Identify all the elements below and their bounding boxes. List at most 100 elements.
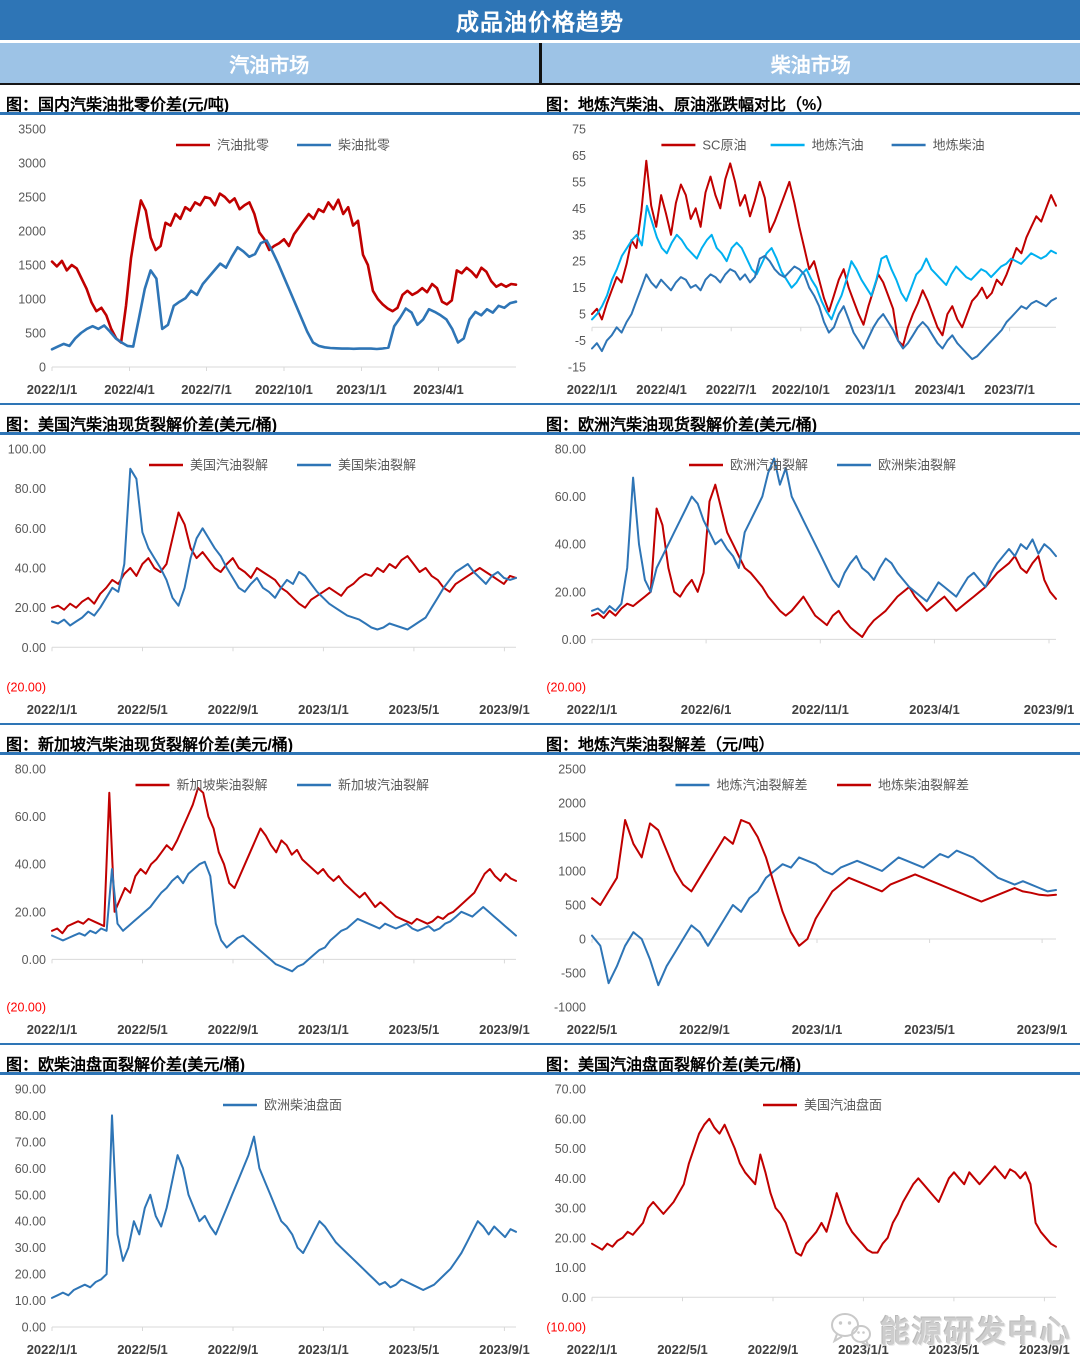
svg-text:30.00: 30.00 [555,1202,586,1216]
svg-text:40.00: 40.00 [15,562,46,576]
svg-text:2023/5/1: 2023/5/1 [929,1342,980,1357]
chart-us-gasoline-futures-crack: 图：美国汽油盘面裂解价差(美元/桶) 70.00 60.00 50.00 40.00 3… [540,1045,1080,1364]
svg-text:2022/1/1: 2022/1/1 [27,382,78,397]
chart-title: 图：国内汽柴油批零价差(元/吨) [0,85,540,115]
chart-row-3: 图：新加坡汽柴油现货裂解价差(美元/桶) 80.00 60.00 40.00 20.0… [0,725,1080,1045]
svg-text:40.00: 40.00 [15,858,46,872]
svg-text:2022/5/1: 2022/5/1 [117,1022,168,1037]
svg-text:2022/10/1: 2022/10/1 [772,382,830,397]
svg-text:地炼汽油: 地炼汽油 [812,138,864,153]
svg-text:35: 35 [572,228,586,242]
svg-text:2022/9/1: 2022/9/1 [208,702,259,717]
svg-text:3500: 3500 [18,123,46,137]
svg-text:2022/5/1: 2022/5/1 [567,1022,618,1037]
svg-text:10.00: 10.00 [15,1294,46,1308]
svg-text:55: 55 [572,175,586,189]
chart-us-spot-crack-spread: 图：美国汽柴油现货裂解价差(美元/桶) 100.00 80.00 60.00 40.0… [0,405,540,723]
svg-text:2023/5/1: 2023/5/1 [389,1022,440,1037]
svg-text:-5: -5 [575,334,586,348]
svg-text:500: 500 [25,327,46,341]
svg-text:2023/5/1: 2023/5/1 [389,702,440,717]
page-title: 成品油价格趋势 [456,9,624,35]
svg-text:2023/1/1: 2023/1/1 [845,382,896,397]
svg-text:(20.00): (20.00) [546,681,586,695]
svg-text:2023/4/1: 2023/4/1 [915,382,966,397]
svg-text:2023/9/1: 2023/9/1 [1017,1022,1068,1037]
chart-plot: 3500 3000 2500 2000 1500 1000 500 0 2022/1/1 2022… [0,115,540,403]
svg-text:20.00: 20.00 [15,905,46,919]
svg-text:2023/4/1: 2023/4/1 [909,702,960,717]
svg-text:2023/4/1: 2023/4/1 [413,382,464,397]
svg-text:30.00: 30.00 [15,1241,46,1255]
svg-text:80.00: 80.00 [15,763,46,777]
svg-text:2022/9/1: 2022/9/1 [748,1342,799,1357]
svg-text:100.00: 100.00 [8,443,46,457]
svg-text:2023/9/1: 2023/9/1 [1024,702,1075,717]
svg-text:60.00: 60.00 [15,810,46,824]
svg-text:2022/5/1: 2022/5/1 [117,1342,168,1357]
chart-title: 图：新加坡汽柴油现货裂解价差(美元/桶) [0,725,540,755]
svg-text:2022/10/1: 2022/10/1 [255,382,313,397]
chart-plot: 100.00 80.00 60.00 40.00 20.00 0.00 (20.00) 202… [0,435,540,723]
svg-text:地炼柴油裂解差: 地炼柴油裂解差 [878,778,969,793]
svg-text:2022/5/1: 2022/5/1 [657,1342,708,1357]
column-header-diesel-market: 柴油市场 [541,43,1080,83]
svg-text:0.00: 0.00 [22,1321,46,1335]
svg-text:20.00: 20.00 [555,1231,586,1245]
svg-text:70.00: 70.00 [555,1083,586,1097]
svg-text:20.00: 20.00 [15,601,46,615]
svg-text:90.00: 90.00 [15,1083,46,1097]
chart-plot: 80.00 60.00 40.00 20.00 0.00 (20.00) 2022/1/1 2… [540,435,1080,723]
svg-text:1500: 1500 [18,259,46,273]
svg-text:2022/7/1: 2022/7/1 [181,382,232,397]
svg-text:2022/1/1: 2022/1/1 [27,1022,78,1037]
svg-text:2023/1/1: 2023/1/1 [792,1022,843,1037]
svg-text:2022/6/1: 2022/6/1 [681,702,732,717]
svg-text:40.00: 40.00 [555,1172,586,1186]
svg-text:0: 0 [579,933,586,947]
svg-text:20.00: 20.00 [555,585,586,599]
svg-text:500: 500 [565,899,586,913]
chart-title: 图：欧柴油盘面裂解价差(美元/桶) [0,1045,540,1075]
svg-text:65: 65 [572,149,586,163]
svg-text:2023/7/1: 2023/7/1 [984,382,1035,397]
svg-text:2022/9/1: 2022/9/1 [208,1022,259,1037]
svg-text:2022/11/1: 2022/11/1 [792,702,849,717]
chart-title: 图：地炼汽柴油裂解差（元/吨） [540,725,1080,755]
chart-eu-spot-crack-spread: 图：欧洲汽柴油现货裂解价差(美元/桶) 80.00 60.00 40.00 20.00… [540,405,1080,723]
svg-text:美国汽油裂解: 美国汽油裂解 [190,458,268,473]
svg-text:2022/1/1: 2022/1/1 [27,1342,78,1357]
svg-text:地炼汽油裂解差: 地炼汽油裂解差 [717,778,808,793]
svg-text:2022/9/1: 2022/9/1 [208,1342,259,1357]
svg-text:40.00: 40.00 [555,538,586,552]
svg-text:0.00: 0.00 [22,953,46,967]
svg-text:2023/5/1: 2023/5/1 [904,1022,955,1037]
svg-text:50.00: 50.00 [555,1142,586,1156]
svg-text:2022/4/1: 2022/4/1 [104,382,155,397]
svg-text:2022/7/1: 2022/7/1 [706,382,757,397]
svg-text:2023/5/1: 2023/5/1 [389,1342,440,1357]
svg-text:2023/9/1: 2023/9/1 [1019,1342,1070,1357]
svg-text:1000: 1000 [558,865,586,879]
svg-text:2023/9/1: 2023/9/1 [479,1022,530,1037]
svg-text:0: 0 [39,361,46,375]
svg-text:2022/5/1: 2022/5/1 [117,702,168,717]
svg-text:SC原油: SC原油 [702,138,746,153]
svg-text:2000: 2000 [18,225,46,239]
svg-text:0.00: 0.00 [562,633,586,647]
svg-text:0.00: 0.00 [562,1291,586,1305]
svg-text:10.00: 10.00 [555,1261,586,1275]
chart-title: 图：欧洲汽柴油现货裂解价差(美元/桶) [540,405,1080,435]
svg-text:80.00: 80.00 [555,443,586,457]
svg-text:2023/1/1: 2023/1/1 [298,1342,349,1357]
svg-text:(20.00): (20.00) [6,1001,46,1015]
chart-plot: 2500 2000 1500 1000 500 0 -500 -1000 2022/5/1 202… [540,755,1080,1043]
svg-text:2500: 2500 [558,763,586,777]
column-header-gasoline-market: 汽油市场 [0,43,542,83]
svg-text:2022/1/1: 2022/1/1 [567,702,618,717]
svg-text:-15: -15 [568,361,586,375]
svg-text:(10.00): (10.00) [546,1321,586,1335]
svg-text:2023/9/1: 2023/9/1 [479,702,530,717]
chart-title: 图：地炼汽柴油、原油涨跌幅对比（%） [540,85,1080,115]
